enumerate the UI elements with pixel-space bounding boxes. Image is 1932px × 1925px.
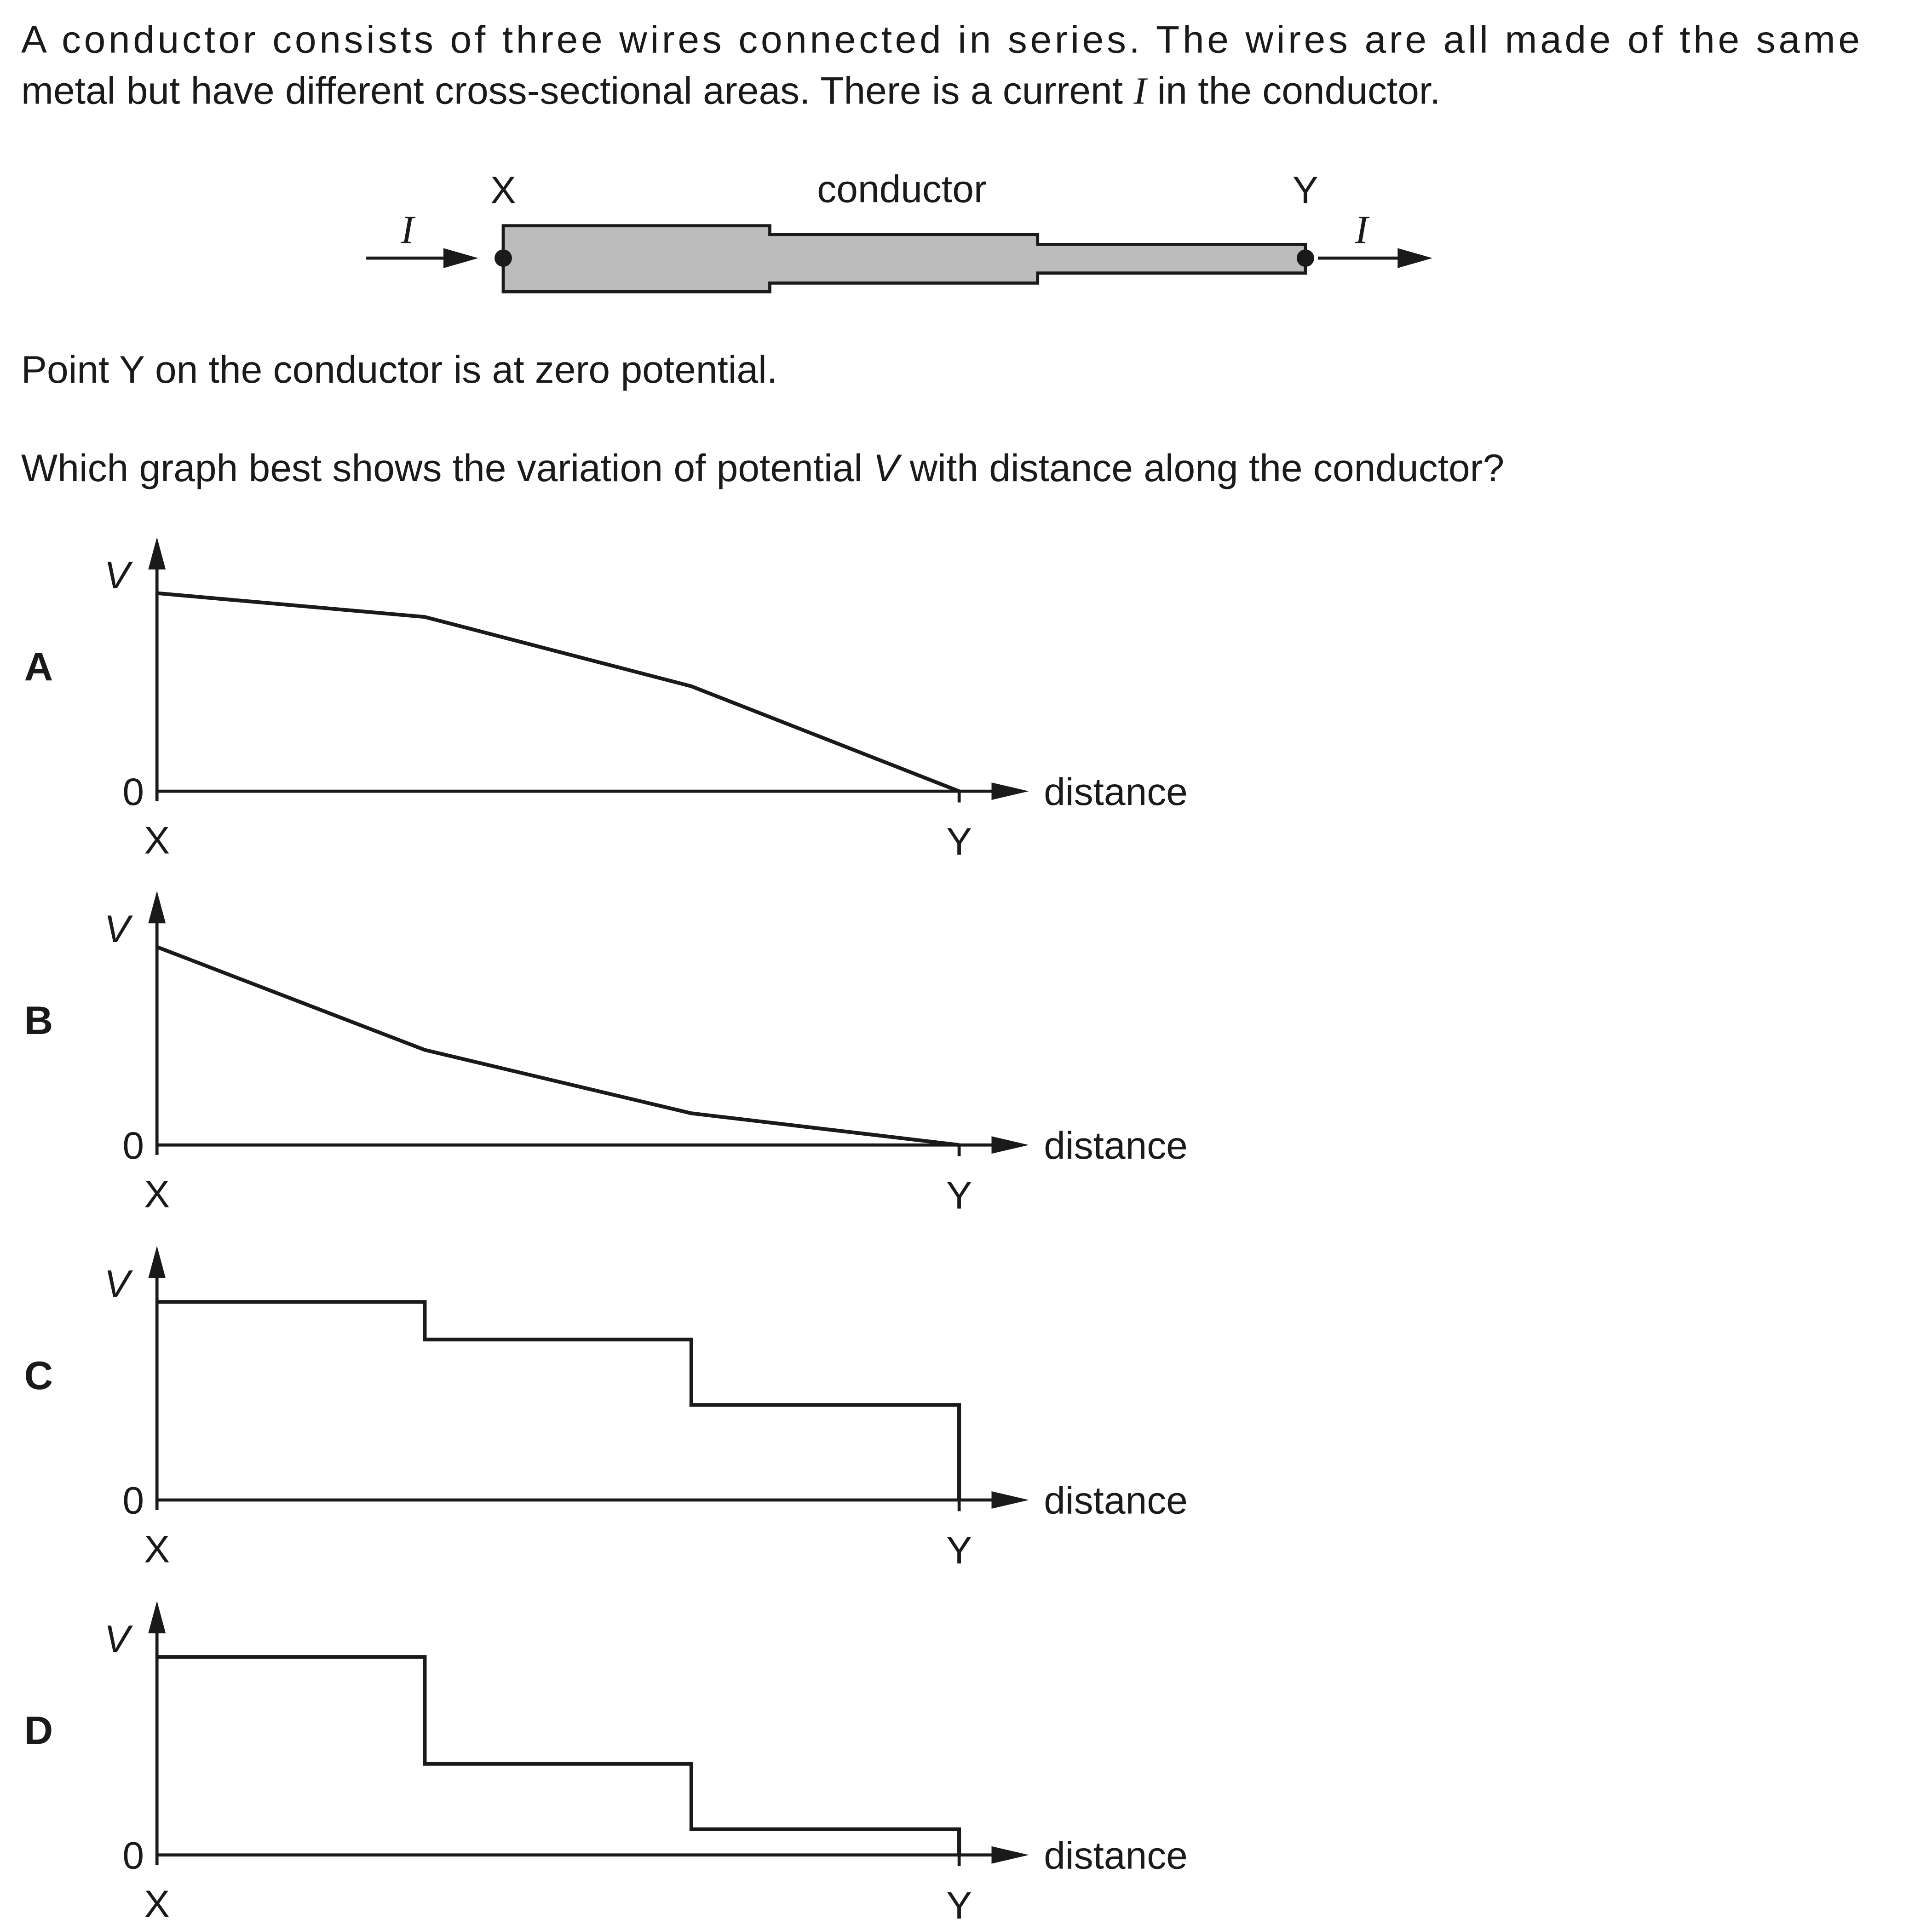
conductor-wires bbox=[501, 224, 1307, 293]
zero-label: 0 bbox=[122, 1124, 144, 1167]
potential-curve bbox=[157, 1300, 961, 1500]
zero-label: 0 bbox=[122, 1479, 144, 1522]
question-prompt: Which graph best shows the variation of … bbox=[21, 446, 1504, 489]
option-letter: B bbox=[24, 999, 53, 1043]
v-axis-arrowhead bbox=[148, 891, 166, 924]
question-statement: Point Y on the conductor is at zero pote… bbox=[21, 348, 777, 391]
distance-axis-arrowhead bbox=[991, 782, 1029, 800]
current-out-arrowhead bbox=[1397, 248, 1433, 268]
x-start-label: X bbox=[144, 819, 170, 862]
distance-label: distance bbox=[1044, 1124, 1188, 1167]
option-letter: C bbox=[24, 1354, 53, 1398]
distance-label: distance bbox=[1044, 1834, 1188, 1877]
label-x: X bbox=[490, 168, 516, 212]
x-start-label: X bbox=[144, 1172, 170, 1216]
conductor-diagram: I I X Y conductor bbox=[366, 167, 1433, 293]
current-out-label: I bbox=[1354, 208, 1370, 252]
distance-label: distance bbox=[1044, 770, 1188, 813]
point-x-dot bbox=[494, 249, 512, 267]
question-line-2: metal but have different cross-sectional… bbox=[21, 69, 1441, 112]
question-line-1: A conductor consists of three wires conn… bbox=[21, 17, 1860, 61]
distance-axis-arrowhead bbox=[991, 1491, 1029, 1509]
x-end-label: Y bbox=[946, 1173, 972, 1217]
zero-label: 0 bbox=[122, 770, 144, 813]
potential-curve bbox=[157, 1655, 961, 1855]
v-axis-label: V bbox=[104, 1617, 133, 1660]
v-axis-arrowhead bbox=[148, 1246, 166, 1278]
current-in-arrowhead bbox=[443, 248, 478, 268]
label-y: Y bbox=[1293, 168, 1318, 212]
distance-axis-arrowhead bbox=[991, 1136, 1029, 1154]
potential-curve bbox=[156, 945, 960, 1147]
current-in-label: I bbox=[400, 208, 416, 252]
x-start-label: X bbox=[144, 1527, 170, 1570]
option-letter: D bbox=[24, 1709, 53, 1753]
v-axis-arrowhead bbox=[148, 1601, 166, 1633]
distance-axis-arrowhead bbox=[991, 1846, 1029, 1864]
option-letter: A bbox=[24, 645, 53, 689]
potential-curve bbox=[156, 591, 960, 793]
point-y-dot bbox=[1296, 249, 1314, 267]
label-conductor: conductor bbox=[817, 167, 987, 210]
x-end-label: Y bbox=[946, 1529, 972, 1572]
zero-label: 0 bbox=[122, 1834, 144, 1877]
x-end-label: Y bbox=[946, 1884, 972, 1925]
distance-label: distance bbox=[1044, 1479, 1188, 1522]
v-axis-label: V bbox=[104, 553, 133, 597]
x-end-label: Y bbox=[946, 820, 972, 863]
x-start-label: X bbox=[144, 1882, 170, 1925]
v-axis-label: V bbox=[104, 907, 133, 950]
v-axis-label: V bbox=[104, 1262, 133, 1305]
v-axis-arrowhead bbox=[148, 537, 166, 570]
